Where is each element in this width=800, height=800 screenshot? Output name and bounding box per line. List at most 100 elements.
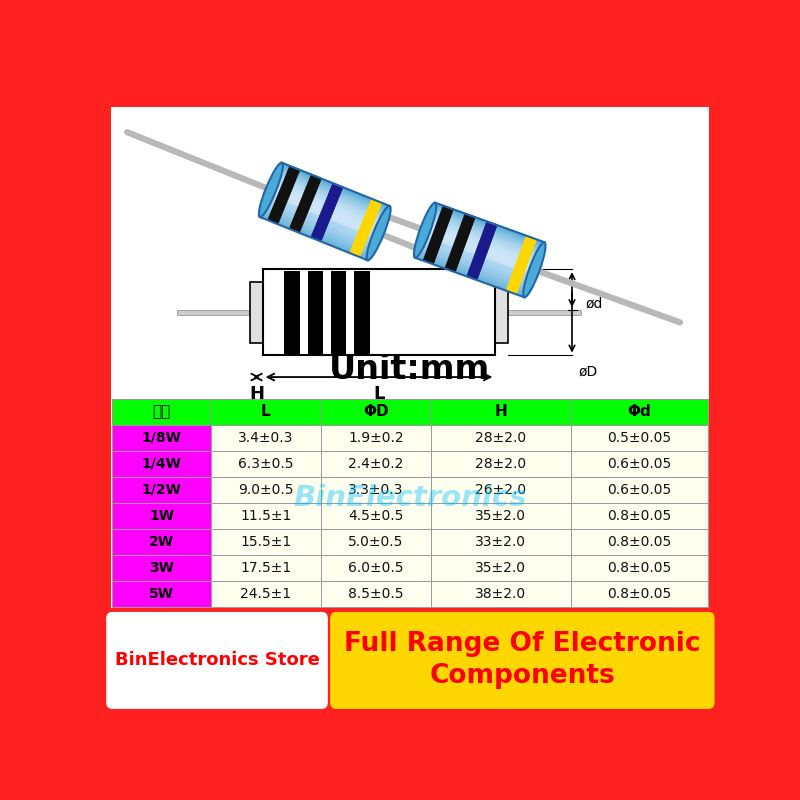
Polygon shape: [285, 173, 297, 181]
Polygon shape: [418, 247, 528, 289]
Polygon shape: [359, 225, 371, 233]
Polygon shape: [350, 250, 362, 258]
Polygon shape: [266, 200, 374, 246]
Polygon shape: [281, 184, 293, 192]
Polygon shape: [287, 168, 299, 175]
Polygon shape: [508, 282, 520, 289]
Polygon shape: [331, 182, 344, 190]
Bar: [321, 477, 431, 502]
Bar: [112, 425, 210, 450]
Polygon shape: [360, 222, 373, 230]
Bar: [308, 270, 323, 354]
Polygon shape: [292, 217, 305, 225]
Text: 0.8±0.05: 0.8±0.05: [607, 509, 671, 522]
Polygon shape: [269, 214, 281, 222]
Text: 28±2.0: 28±2.0: [475, 430, 526, 445]
Text: 28±2.0: 28±2.0: [475, 457, 526, 470]
Polygon shape: [426, 226, 536, 268]
Polygon shape: [521, 246, 533, 254]
Bar: [111, 106, 709, 608]
Text: H: H: [494, 404, 507, 419]
Polygon shape: [425, 251, 437, 259]
Text: 0.8±0.05: 0.8±0.05: [607, 561, 671, 574]
Polygon shape: [457, 232, 469, 239]
Polygon shape: [428, 222, 538, 263]
Text: 5W: 5W: [149, 586, 174, 601]
Polygon shape: [291, 220, 303, 227]
Polygon shape: [273, 203, 285, 210]
Text: 功率: 功率: [152, 404, 170, 419]
Bar: [250, 282, 262, 343]
Polygon shape: [424, 232, 534, 274]
Bar: [210, 477, 321, 502]
Text: 2W: 2W: [149, 534, 174, 549]
Bar: [321, 554, 431, 581]
Bar: [431, 581, 570, 606]
Bar: [210, 450, 321, 477]
Polygon shape: [478, 240, 490, 247]
Polygon shape: [458, 229, 470, 237]
Polygon shape: [482, 231, 494, 239]
Polygon shape: [276, 174, 385, 219]
Polygon shape: [506, 284, 519, 292]
Polygon shape: [356, 234, 368, 241]
Polygon shape: [423, 234, 533, 275]
Polygon shape: [516, 259, 528, 267]
Bar: [285, 270, 300, 354]
Bar: [570, 502, 707, 529]
Polygon shape: [519, 251, 531, 258]
Bar: [112, 502, 210, 529]
Polygon shape: [353, 242, 365, 249]
Polygon shape: [438, 216, 450, 223]
Text: 0.6±0.05: 0.6±0.05: [607, 457, 671, 470]
Polygon shape: [297, 206, 309, 214]
Bar: [112, 398, 210, 425]
Text: BinElectronics Store: BinElectronics Store: [114, 651, 319, 670]
Bar: [431, 502, 570, 529]
Polygon shape: [270, 190, 378, 236]
Polygon shape: [450, 249, 462, 256]
Polygon shape: [278, 169, 387, 214]
Polygon shape: [422, 235, 533, 277]
Ellipse shape: [523, 242, 546, 298]
Polygon shape: [263, 206, 372, 252]
Text: H: H: [249, 385, 264, 402]
Polygon shape: [477, 246, 489, 253]
Polygon shape: [264, 206, 372, 250]
Polygon shape: [264, 204, 373, 250]
Polygon shape: [282, 182, 294, 189]
Text: 15.5±1: 15.5±1: [240, 534, 291, 549]
Text: 8.5±0.5: 8.5±0.5: [348, 586, 403, 601]
Polygon shape: [473, 256, 485, 264]
Polygon shape: [432, 209, 542, 250]
Polygon shape: [274, 181, 382, 226]
Polygon shape: [365, 211, 377, 219]
Polygon shape: [369, 201, 382, 209]
Polygon shape: [283, 178, 295, 186]
Text: 0.8±0.05: 0.8±0.05: [607, 586, 671, 601]
Bar: [354, 270, 370, 354]
Bar: [112, 554, 210, 581]
Polygon shape: [418, 249, 527, 290]
Bar: [570, 554, 707, 581]
Polygon shape: [306, 182, 318, 190]
Polygon shape: [441, 207, 453, 215]
Polygon shape: [265, 202, 374, 248]
Polygon shape: [303, 190, 315, 198]
Polygon shape: [322, 204, 334, 212]
Polygon shape: [302, 193, 314, 201]
Polygon shape: [322, 206, 334, 214]
Polygon shape: [270, 209, 283, 216]
Polygon shape: [461, 221, 473, 228]
Bar: [570, 450, 707, 477]
Text: 17.5±1: 17.5±1: [240, 561, 291, 574]
Polygon shape: [310, 234, 322, 242]
Text: 1.9±0.2: 1.9±0.2: [348, 430, 403, 445]
Bar: [495, 282, 508, 343]
Polygon shape: [304, 187, 317, 195]
Polygon shape: [284, 176, 296, 184]
Bar: [210, 554, 321, 581]
Bar: [321, 425, 431, 450]
Polygon shape: [350, 246, 362, 254]
Bar: [321, 529, 431, 554]
